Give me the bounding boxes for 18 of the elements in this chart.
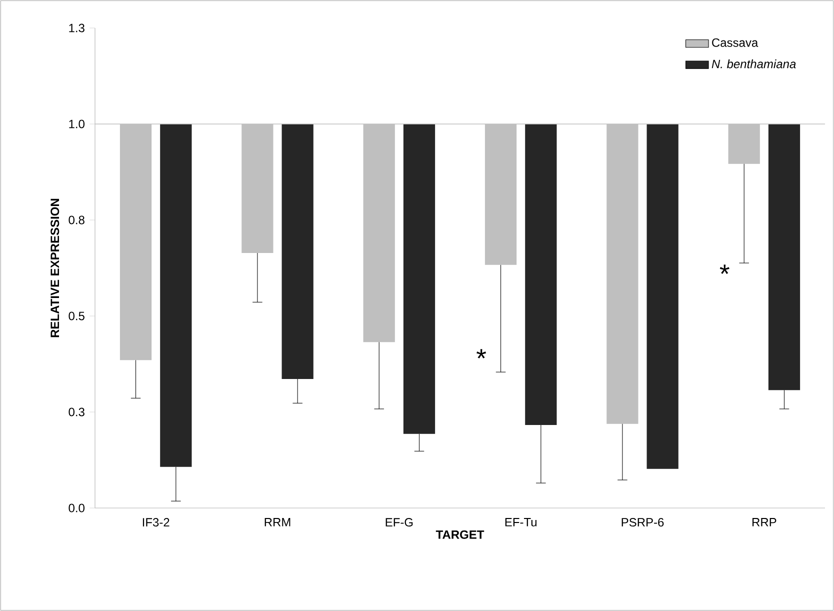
annotation: * — [476, 349, 486, 358]
x-axis-title: TARGET — [436, 530, 484, 539]
x-tick-label: RRM — [264, 518, 290, 526]
y-tick-label: 0.8 — [68, 216, 84, 224]
x-tick-label: EF-Tu — [505, 518, 536, 526]
y-tick-label: 1.3 — [69, 24, 84, 32]
x-tick-label: IF3-2 — [142, 518, 170, 527]
y-axis-title: RELATIVE EXPRESSION — [50, 198, 60, 338]
y-tick-label: 1.0 — [69, 120, 84, 128]
x-tick-label: PSRP-6 — [622, 518, 664, 527]
legend-label: Cassava — [712, 38, 758, 47]
annotation: * — [720, 264, 730, 274]
y-tick-label: 0.3 — [68, 408, 84, 416]
y-tick-label: 0.5 — [68, 312, 84, 320]
x-tick-label: EF-G — [386, 518, 413, 527]
x-tick-label: RRP — [752, 518, 776, 526]
y-tick-label: 0.0 — [68, 504, 84, 512]
legend-label: N. benthamiana — [712, 59, 796, 68]
